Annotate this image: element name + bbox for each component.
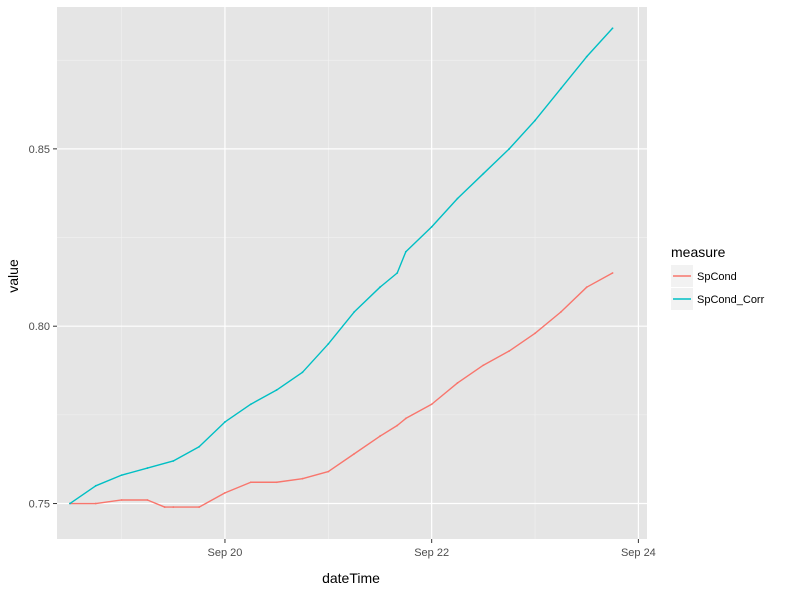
series-point-spcond-corr bbox=[456, 197, 459, 200]
legend-label-spcond: SpCond bbox=[697, 271, 737, 283]
series-point-spcond bbox=[94, 502, 97, 505]
series-point-spcond-corr bbox=[94, 484, 97, 487]
x-tick-label: Sep 22 bbox=[414, 547, 449, 559]
series-line-spcond bbox=[69, 272, 613, 508]
series-point-spcond bbox=[198, 506, 201, 508]
series-point-spcond bbox=[301, 477, 304, 480]
series-point-spcond bbox=[534, 332, 536, 335]
series-point-spcond-corr bbox=[611, 27, 614, 30]
axes: Sep 20 Sep 22 Sep 24 0.75 0.80 0.85 bbox=[29, 144, 656, 559]
series-point-spcond bbox=[327, 470, 330, 473]
series-point-spcond bbox=[508, 350, 511, 352]
series-point-spcond-corr bbox=[534, 119, 536, 122]
legend-label-spcond-corr: SpCond_Corr bbox=[697, 294, 765, 306]
series-point-spcond bbox=[172, 506, 175, 508]
series-point-spcond bbox=[353, 452, 356, 455]
series-point-spcond-corr bbox=[146, 467, 149, 469]
series-point-spcond bbox=[379, 435, 381, 438]
series-point-spcond-corr bbox=[585, 55, 588, 58]
series-point-spcond-corr bbox=[172, 460, 175, 462]
series-point-spcond-corr bbox=[301, 371, 304, 374]
series-point-spcond-corr bbox=[224, 421, 226, 423]
series-point-spcond bbox=[430, 403, 433, 406]
series-point-spcond bbox=[611, 272, 614, 274]
y-tick-label: 0.75 bbox=[29, 499, 50, 511]
series-point-spcond-corr bbox=[396, 272, 399, 274]
series-point-spcond bbox=[456, 382, 459, 384]
legend: measure SpCond SpCond_Corr bbox=[671, 244, 765, 310]
series-point-spcond-corr bbox=[430, 225, 433, 228]
plot-panel bbox=[57, 7, 647, 539]
series-point-spcond-corr bbox=[353, 311, 356, 313]
y-tick-label: 0.85 bbox=[29, 144, 50, 156]
series-point-spcond bbox=[585, 286, 588, 289]
series-point-spcond-corr bbox=[559, 87, 562, 90]
series-point-spcond-corr bbox=[69, 502, 71, 505]
series-point-spcond bbox=[120, 499, 123, 501]
x-tick-label: Sep 20 bbox=[208, 547, 243, 559]
series-lines bbox=[69, 27, 614, 508]
series-point-spcond bbox=[396, 424, 399, 427]
series-point-spcond-corr bbox=[404, 250, 407, 253]
series-point-spcond-corr bbox=[379, 286, 381, 289]
series-point-spcond bbox=[163, 506, 166, 508]
series-point-spcond bbox=[224, 491, 226, 494]
y-tick-label: 0.80 bbox=[29, 321, 50, 333]
series-point-spcond-corr bbox=[327, 343, 330, 345]
x-axis-title: dateTime bbox=[322, 570, 380, 586]
series-point-spcond-corr bbox=[198, 445, 201, 448]
series-point-spcond bbox=[249, 481, 252, 484]
series-point-spcond-corr bbox=[508, 147, 511, 150]
series-point-spcond bbox=[275, 481, 278, 484]
series-point-spcond bbox=[482, 364, 485, 367]
series-point-spcond bbox=[146, 499, 149, 501]
series-point-spcond-corr bbox=[120, 474, 123, 477]
series-point-spcond-corr bbox=[482, 172, 485, 175]
grid-lines bbox=[57, 7, 647, 539]
series-point-spcond-corr bbox=[249, 403, 252, 406]
series-point-spcond bbox=[559, 311, 562, 313]
x-tick-label: Sep 24 bbox=[621, 547, 656, 559]
legend-title: measure bbox=[671, 244, 726, 260]
series-point-spcond-corr bbox=[275, 389, 278, 391]
y-axis-title: value bbox=[5, 259, 21, 293]
series-point-spcond bbox=[404, 417, 407, 420]
